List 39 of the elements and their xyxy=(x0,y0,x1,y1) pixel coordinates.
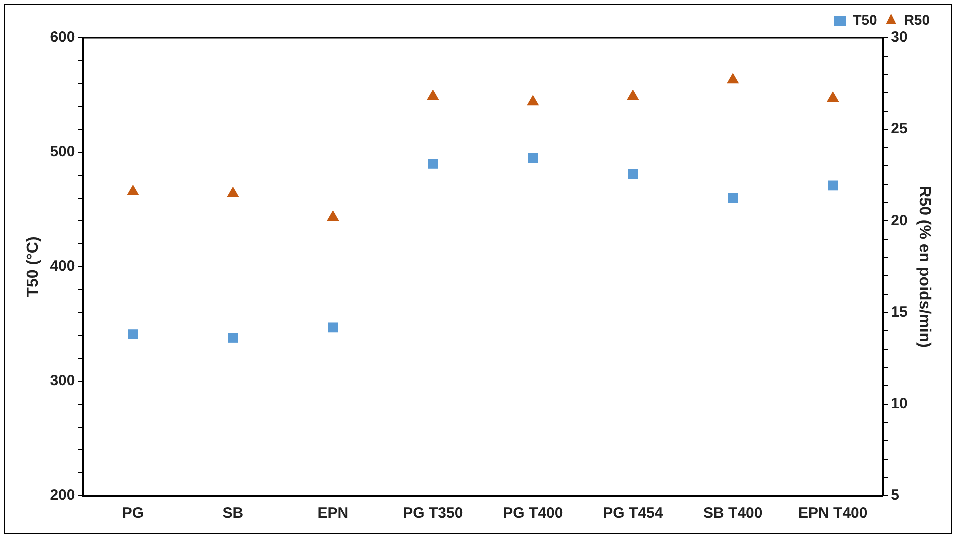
point xyxy=(227,186,240,198)
point xyxy=(727,73,740,84)
legend-label: T50 xyxy=(853,12,878,28)
y2-tick-label: 15 xyxy=(891,304,908,321)
x-tick-label: EPN T400 xyxy=(798,505,868,522)
point xyxy=(827,91,840,102)
y2-axis-title: R50 (% en poids/min) xyxy=(916,186,933,348)
x-tick-label: PG T350 xyxy=(403,505,464,522)
y2-tick-label: 5 xyxy=(891,487,900,504)
y2-tick-label: 30 xyxy=(891,29,908,46)
y-tick-label: 400 xyxy=(50,258,76,276)
y-tick-label: 500 xyxy=(50,144,76,161)
y-axis-title: T50 (°C) xyxy=(25,236,42,298)
point xyxy=(627,90,640,100)
point xyxy=(427,90,440,100)
point xyxy=(228,333,238,343)
legend-label: R50 xyxy=(904,12,930,28)
point xyxy=(328,322,338,333)
x-tick-label: PG xyxy=(122,505,144,522)
y2-tick-label: 10 xyxy=(891,396,908,413)
x-tick-label: PG T400 xyxy=(503,505,564,522)
point xyxy=(628,169,638,180)
point xyxy=(528,153,538,164)
point xyxy=(428,159,438,169)
point xyxy=(728,193,738,204)
y-tick-label: 600 xyxy=(50,29,76,46)
x-tick-label: SB xyxy=(222,505,244,522)
point xyxy=(127,184,140,196)
x-tick-label: SB T400 xyxy=(704,505,763,522)
point xyxy=(527,95,540,106)
y2-tick-label: 25 xyxy=(891,120,908,138)
point xyxy=(828,180,838,191)
y2-tick-label: 20 xyxy=(891,212,908,230)
x-tick-label: PG T454 xyxy=(603,505,664,522)
point xyxy=(327,210,340,222)
y-tick-label: 200 xyxy=(50,487,76,504)
point xyxy=(128,330,138,340)
y-tick-label: 300 xyxy=(50,372,76,390)
x-tick-label: EPN xyxy=(318,505,349,522)
